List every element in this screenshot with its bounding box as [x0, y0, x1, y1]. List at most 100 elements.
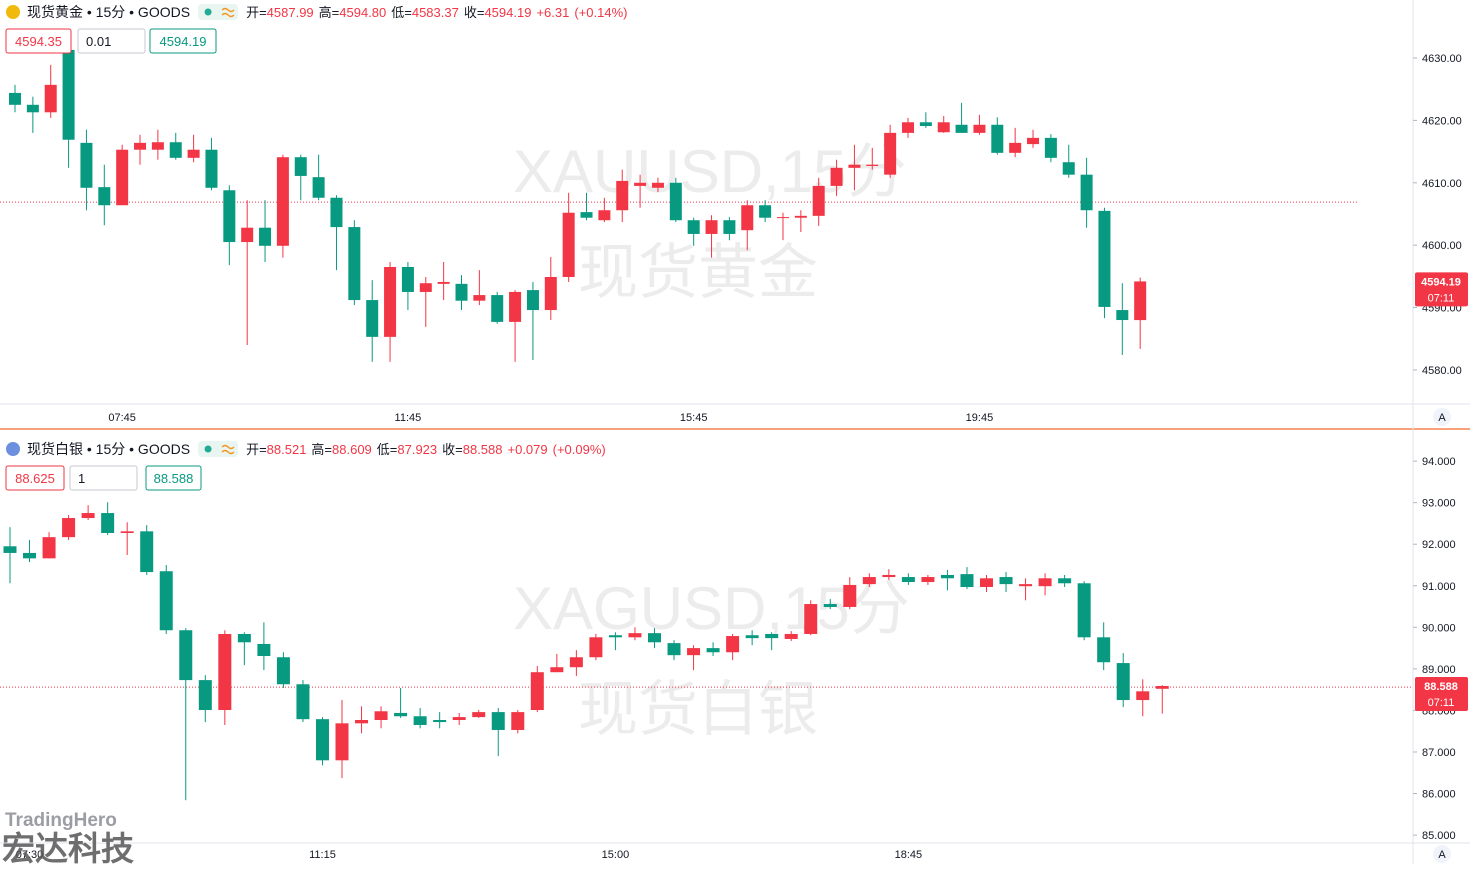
bid-text[interactable]: 4594.35 — [15, 34, 62, 49]
candle-body — [687, 220, 700, 234]
candle-body — [42, 537, 56, 559]
candle-body — [848, 164, 861, 168]
candle-body — [276, 157, 289, 246]
candle-body — [366, 300, 379, 337]
x-tick-label: 18:45 — [895, 849, 923, 861]
candle-body — [1155, 686, 1169, 689]
scale-button-bg[interactable] — [1433, 408, 1451, 426]
quote-value: 88.521 — [267, 442, 307, 457]
candle-body — [44, 84, 57, 113]
candle-body — [669, 182, 682, 221]
bid-box[interactable] — [5, 465, 65, 491]
scale-button[interactable]: A — [1438, 412, 1446, 424]
quote-value: 4594.19 — [484, 5, 531, 20]
candle-body — [1136, 691, 1150, 701]
candle-body — [187, 149, 200, 158]
candle-body — [312, 177, 325, 198]
candle-body — [374, 711, 388, 720]
quantity-box[interactable] — [69, 465, 138, 491]
quote-label: 低= — [391, 5, 412, 20]
y-tick-label: 86.000 — [1422, 789, 1456, 801]
y-tick-label: 93.000 — [1422, 498, 1456, 510]
candle-body — [62, 518, 76, 538]
scale-button[interactable]: A — [1438, 849, 1446, 861]
bid-text[interactable]: 88.625 — [15, 471, 55, 486]
bid-box[interactable] — [5, 28, 72, 54]
candle-body — [330, 197, 343, 228]
candle-body — [784, 633, 798, 639]
symbol-icon — [6, 5, 20, 19]
ask-box[interactable] — [145, 465, 202, 491]
symbol-icon — [6, 442, 20, 456]
candle-body — [401, 267, 414, 292]
candle-body — [794, 215, 807, 218]
candle-body — [315, 719, 329, 761]
candle-body — [902, 122, 914, 133]
x-tick-label: 11:45 — [395, 412, 422, 424]
candle-body — [1116, 310, 1129, 321]
candle-body — [823, 604, 837, 607]
quantity-text[interactable]: 1 — [78, 471, 85, 486]
candle-body — [1009, 142, 1022, 153]
candle-body — [530, 672, 544, 711]
brand-company: 宏达科技 — [2, 830, 134, 864]
y-tick-label: 4630.00 — [1422, 53, 1462, 65]
ask-box[interactable] — [149, 28, 217, 54]
candle-body — [140, 531, 154, 573]
y-tick-label: 87.000 — [1422, 747, 1456, 759]
candle-body — [628, 633, 642, 638]
candle-body — [335, 723, 349, 761]
countdown: 07:11 — [1428, 292, 1455, 304]
candle-body — [1044, 137, 1057, 158]
quote-value: 87.923 — [397, 442, 437, 457]
y-tick-label: 4580.00 — [1422, 365, 1462, 377]
candle-body — [257, 643, 271, 656]
candle-body — [296, 684, 310, 720]
scale-button-bg[interactable] — [1433, 845, 1451, 863]
candle-body — [999, 577, 1013, 585]
candle-body — [726, 636, 740, 653]
candle-body — [745, 635, 759, 639]
candle-body — [1027, 137, 1040, 145]
status-wave — [221, 444, 235, 455]
quote-label: 开= — [246, 5, 267, 20]
quote-change: +6.31 — [536, 5, 569, 20]
candle-body — [223, 190, 236, 243]
quote-label: 开= — [246, 442, 267, 457]
candle-body — [973, 124, 986, 133]
candle-body — [862, 577, 876, 585]
quantity-text[interactable]: 0.01 — [86, 34, 111, 49]
candle-body — [452, 717, 466, 720]
candle-body — [759, 205, 772, 218]
candle-body — [294, 157, 307, 176]
candle-body — [101, 513, 115, 533]
status-dot — [204, 8, 212, 16]
candle-body — [80, 142, 93, 188]
candle-body — [687, 648, 701, 656]
symbol-header: 现货黄金 • 15分 • GOODS — [27, 4, 190, 20]
candle-body — [509, 291, 522, 322]
ask-text[interactable]: 88.588 — [154, 471, 194, 486]
candle-body — [843, 584, 857, 607]
candle-body — [1116, 663, 1130, 701]
countdown: 07:11 — [1428, 697, 1455, 709]
brand-name: TradingHero — [5, 810, 117, 831]
last-price: 4594.19 — [1421, 276, 1461, 288]
candle-body — [259, 227, 272, 246]
quantity-box[interactable] — [77, 28, 146, 54]
candle-body — [1062, 162, 1075, 175]
candle-body — [169, 142, 182, 158]
candle-body — [940, 574, 954, 579]
candle-body — [23, 552, 37, 559]
status-wave — [221, 7, 235, 18]
candle-body — [866, 164, 879, 166]
candle-body — [647, 633, 661, 643]
status-dot — [204, 445, 212, 453]
candle-body — [491, 712, 505, 730]
watermark: XAUUSD,15分 — [513, 138, 906, 205]
quote-label: 高= — [311, 442, 332, 457]
ask-text[interactable]: 4594.19 — [160, 34, 207, 49]
candle-body — [26, 104, 39, 113]
candle-body — [276, 657, 290, 685]
